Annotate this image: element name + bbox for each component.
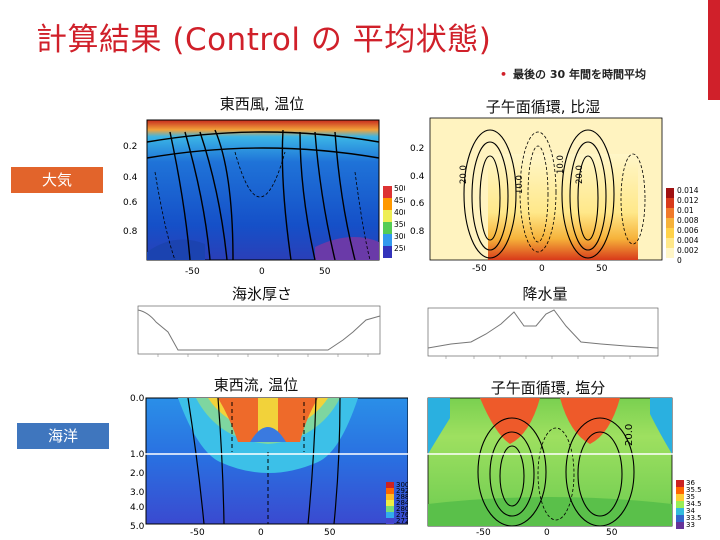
merid-atm-yticklabel: 0.6 bbox=[410, 199, 425, 209]
uwind-colorbar-label: 450 bbox=[394, 196, 405, 205]
uwind-colorbar-label: 300 bbox=[394, 232, 405, 241]
label-seaice: 海氷厚さ bbox=[231, 285, 293, 303]
ucurrent-colorbar-label: 280 bbox=[396, 505, 408, 513]
uwind-xticklabel: 0 bbox=[259, 267, 265, 277]
note-text: 最後の 30 年間を時間平均 bbox=[513, 68, 646, 81]
merid-ocn-colorbar-label: 34.5 bbox=[686, 500, 702, 508]
ucurrent-plot: 0.0 1.0 2.0 3.0 4.0 5.0 -50 0 50 300 292… bbox=[108, 394, 408, 538]
ucurrent-xticklabel: -50 bbox=[190, 528, 205, 538]
merid-atm-yticklabel: 0.4 bbox=[410, 172, 425, 182]
ucurrent-yticklabel: 3.0 bbox=[130, 488, 145, 498]
precip-plot bbox=[427, 307, 659, 359]
merid-atm-contour-label: 10.0 bbox=[556, 155, 566, 174]
merid-ocn-colorbar-label: 34 bbox=[686, 507, 695, 515]
merid-ocn-colorbar-label: 36 bbox=[686, 479, 695, 487]
slide-title: 計算結果 (Control の 平均状態) bbox=[36, 22, 492, 58]
ucurrent-colorbar-label: 292 bbox=[396, 487, 408, 495]
ucurrent-colorbar-label: 288 bbox=[396, 493, 408, 501]
label-merid-atm: 子午面循環, 比湿 bbox=[485, 98, 601, 116]
accent-bar bbox=[708, 0, 720, 100]
uwind-yticklabel: 0.2 bbox=[123, 142, 137, 152]
merid-ocn-plot: 20.0 -50 0 50 36 35.5 35 34.5 34 33.5 33 bbox=[420, 397, 708, 538]
merid-atm-contour-label: 10.0 bbox=[515, 175, 525, 194]
merid-atm-colorbar-label: 0.008 bbox=[677, 216, 699, 225]
uwind-colorbar bbox=[383, 186, 392, 258]
uwind-colorbar-label: 350 bbox=[394, 220, 405, 229]
merid-atm-yticklabel: 0.2 bbox=[410, 144, 424, 154]
merid-ocn-contour-label: 20.0 bbox=[624, 424, 635, 446]
merid-atm-xticklabel: 0 bbox=[539, 264, 545, 274]
ucurrent-colorbar bbox=[386, 482, 394, 524]
bullet-icon: • bbox=[500, 68, 508, 81]
ucurrent-yticklabel: 0.0 bbox=[130, 394, 145, 404]
merid-ocn-xticklabel: -50 bbox=[476, 528, 491, 538]
label-uwind: 東西風, 温位 bbox=[219, 95, 305, 113]
merid-atm-colorbar bbox=[666, 188, 674, 258]
uwind-yticklabel: 0.6 bbox=[123, 198, 138, 208]
merid-ocn-xticklabel: 0 bbox=[544, 528, 550, 538]
time-average-note: • 最後の 30 年間を時間平均 bbox=[500, 66, 646, 82]
merid-atm-contour-label: 20.0 bbox=[459, 165, 469, 184]
merid-atm-colorbar-label: 0 bbox=[677, 256, 682, 265]
seaice-plot bbox=[137, 305, 381, 357]
uwind-colorbar-label: 500 bbox=[394, 184, 405, 193]
ucurrent-yticklabel: 1.0 bbox=[130, 450, 145, 460]
merid-atm-colorbar-label: 0.01 bbox=[677, 206, 694, 215]
merid-atm-xticklabel: -50 bbox=[472, 264, 487, 274]
merid-atm-colorbar-label: 0.006 bbox=[677, 226, 699, 235]
merid-atm-colorbar-label: 0.002 bbox=[677, 246, 699, 255]
merid-ocn-colorbar-label: 33 bbox=[686, 521, 695, 529]
uwind-yticklabel: 0.4 bbox=[123, 173, 138, 183]
merid-atm-colorbar-label: 0.012 bbox=[677, 196, 699, 205]
merid-atm-colorbar-label: 0.014 bbox=[677, 186, 699, 195]
ucurrent-yticklabel: 2.0 bbox=[130, 469, 145, 479]
merid-atm-colorbar-label: 0.004 bbox=[677, 236, 699, 245]
merid-atm-contour-label: 20.0 bbox=[575, 165, 585, 184]
merid-ocn-colorbar-label: 35.5 bbox=[686, 486, 702, 494]
ucurrent-colorbar-label: 300 bbox=[396, 481, 408, 489]
label-ucurrent: 東西流, 温位 bbox=[213, 376, 299, 394]
ucurrent-yticklabel: 5.0 bbox=[130, 522, 145, 532]
ucurrent-yticklabel: 4.0 bbox=[130, 503, 145, 513]
uwind-xticklabel: -50 bbox=[185, 267, 200, 277]
ucurrent-colorbar-label: 276 bbox=[396, 511, 408, 519]
ucurrent-xticklabel: 50 bbox=[324, 528, 336, 538]
ucurrent-xticklabel: 0 bbox=[258, 528, 264, 538]
merid-ocn-xticklabel: 50 bbox=[606, 528, 618, 538]
merid-ocn-colorbar-label: 35 bbox=[686, 493, 695, 501]
label-precip: 降水量 bbox=[522, 285, 568, 303]
ucurrent-colorbar-label: 284 bbox=[396, 499, 408, 507]
merid-atm-plot: 20.0 10.0 10.0 20.0 0.2 0.4 0.6 0.8 -50 … bbox=[410, 117, 699, 274]
ocean-tag: 海洋 bbox=[17, 423, 109, 449]
uwind-yticklabel: 0.8 bbox=[123, 227, 138, 237]
merid-ocn-colorbar bbox=[676, 480, 684, 529]
uwind-colorbar-label: 250 bbox=[394, 244, 405, 253]
uwind-colorbar-label: 400 bbox=[394, 208, 405, 217]
atmosphere-tag: 大気 bbox=[11, 167, 103, 193]
uwind-xticklabel: 50 bbox=[319, 267, 331, 277]
label-merid-ocn: 子午面循環, 塩分 bbox=[490, 379, 606, 397]
merid-atm-xticklabel: 50 bbox=[596, 264, 608, 274]
merid-atm-yticklabel: 0.8 bbox=[410, 227, 425, 237]
ucurrent-colorbar-label: 272 bbox=[396, 517, 408, 525]
uwind-plot: 0.2 0.4 0.6 0.8 -50 0 50 500 450 400 350… bbox=[123, 119, 405, 277]
merid-ocn-colorbar-label: 33.5 bbox=[686, 514, 702, 522]
